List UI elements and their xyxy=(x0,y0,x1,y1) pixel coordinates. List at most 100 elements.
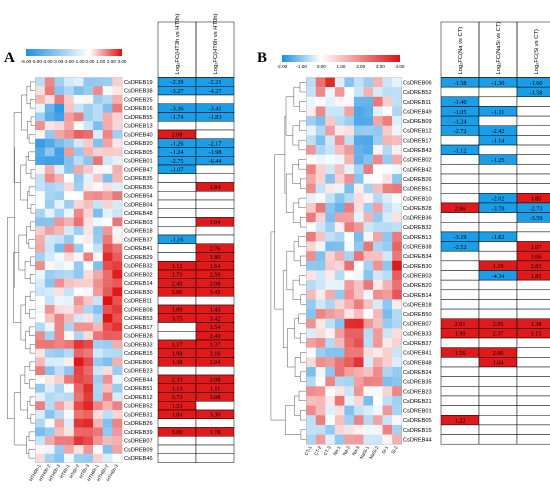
heatmap-cell xyxy=(382,106,393,117)
heatmap-cell xyxy=(315,212,326,223)
panel-b: B -2.00 -1.00 0.00 1.00 2.00 3.00 4.00 CsDREB0… xyxy=(257,22,550,460)
fold-change-cell xyxy=(157,217,197,227)
heatmap-cell xyxy=(64,121,74,131)
heatmap-cell xyxy=(373,367,383,377)
heatmap-cell xyxy=(373,347,383,358)
heatmap-cell xyxy=(382,87,393,97)
heatmap-cell xyxy=(93,173,103,183)
dendrogram-branch xyxy=(24,261,31,279)
heatmap-cell xyxy=(325,415,335,426)
heatmap-cell xyxy=(35,103,45,113)
heatmap-cell xyxy=(112,357,123,367)
column-label: Na-3 xyxy=(351,445,361,457)
dendrogram-branch xyxy=(21,94,28,131)
column-label: CT-3 xyxy=(323,445,333,457)
fold-change-value: 2.37 xyxy=(493,331,504,338)
fold-change-cell xyxy=(157,322,197,332)
heatmap-cell xyxy=(83,121,94,131)
heatmap-cell xyxy=(353,347,364,358)
fold-change-cell xyxy=(478,183,518,194)
heatmap-cell xyxy=(392,405,402,416)
heatmap-cell xyxy=(64,322,74,332)
dendrogram-branch xyxy=(28,431,36,441)
heatmap-cell xyxy=(35,235,45,244)
heatmap-cell xyxy=(102,103,113,113)
heatmap-cell xyxy=(64,261,74,271)
heatmap-cell xyxy=(83,191,94,201)
heatmap-cell xyxy=(392,395,402,406)
heatmap-cell xyxy=(93,217,103,227)
fold-change-value: 1.17 xyxy=(172,342,183,349)
heatmap-cell xyxy=(373,376,383,387)
heatmap-cell xyxy=(315,135,326,146)
heatmap-cell xyxy=(112,383,123,393)
heatmap-cell xyxy=(44,340,55,349)
heatmap-cell xyxy=(44,226,55,236)
heatmap-cell xyxy=(93,86,103,96)
heatmap-cell xyxy=(344,77,355,88)
fold-change-table-b: -1.58 -1.30 -1.60 -1.58 -1.40 -1.05 -1.11 -1.24… xyxy=(440,77,550,445)
fold-change-cell xyxy=(195,296,235,306)
fold-change-cell xyxy=(440,395,480,406)
heatmap-cell xyxy=(35,138,45,148)
dendrogram-branch xyxy=(29,99,36,109)
fold-change-cell xyxy=(478,250,518,262)
color-scale-tick-label: 2.00 xyxy=(107,59,116,64)
gene-label: CsDREB48 xyxy=(403,360,432,366)
heatmap-cell xyxy=(54,103,65,113)
heatmap-cell xyxy=(325,183,335,194)
heatmap-cell xyxy=(363,231,374,242)
heatmap-cell xyxy=(315,174,326,184)
heatmap-cell xyxy=(44,191,55,201)
heatmap-cell xyxy=(73,296,84,306)
heatmap-cell xyxy=(102,252,113,262)
fold-change-header-box xyxy=(516,21,550,78)
fold-change-cell xyxy=(440,250,480,262)
heatmap-cell xyxy=(363,212,374,223)
heatmap-cell xyxy=(363,154,374,165)
heatmap-cell xyxy=(102,401,113,411)
gene-label: CsDREB12 xyxy=(403,129,432,135)
fold-change-value: -3.59 xyxy=(530,215,543,222)
heatmap-cell xyxy=(306,193,316,204)
fold-change-cell xyxy=(157,296,197,306)
dendrogram-branch xyxy=(294,357,301,377)
heatmap-cell xyxy=(315,183,326,194)
heatmap-cell xyxy=(102,138,113,148)
heatmap-cell xyxy=(334,125,345,136)
heatmap-cell xyxy=(54,331,65,341)
heatmap-cell xyxy=(93,305,103,314)
fold-change-value: 3.48 xyxy=(210,289,221,296)
fold-change-cell xyxy=(440,357,480,368)
dendrogram-branch xyxy=(20,304,26,341)
heatmap-cell xyxy=(64,165,74,174)
color-scale-tick-label: -4.00 xyxy=(42,59,53,64)
heatmap-cell xyxy=(373,202,383,213)
heatmap-cell xyxy=(392,125,402,136)
gene-label: CsDREB38 xyxy=(403,245,432,251)
fold-change-value: 2.83 xyxy=(531,263,542,270)
heatmap-cell xyxy=(35,296,45,306)
heatmap-cell xyxy=(83,182,94,192)
heatmap-cell xyxy=(35,453,45,463)
heatmap-cell xyxy=(35,357,45,367)
fold-change-cell xyxy=(195,94,235,104)
fold-change-value: 3.06 xyxy=(172,289,183,296)
dendrogram-branch xyxy=(300,352,307,363)
dendrogram-branch xyxy=(20,374,28,411)
heatmap-cell xyxy=(382,309,393,319)
heatmap-cell xyxy=(64,138,74,148)
heatmap-cell xyxy=(64,103,74,113)
heatmap-cell xyxy=(373,289,383,300)
heatmap-cell xyxy=(363,87,374,97)
heatmap-cell xyxy=(64,418,74,428)
heatmap-cell xyxy=(73,208,84,218)
heatmap-cell xyxy=(325,309,335,319)
heatmap-cell xyxy=(306,116,316,126)
heatmap-cell xyxy=(93,165,103,174)
fold-change-value: -3.27 xyxy=(171,88,184,95)
heatmap-cell xyxy=(344,154,355,165)
dendrogram-branch xyxy=(299,82,307,93)
color-scale-tick-label: 2.00 xyxy=(356,64,365,69)
fold-change-value: -2.72 xyxy=(454,128,467,135)
